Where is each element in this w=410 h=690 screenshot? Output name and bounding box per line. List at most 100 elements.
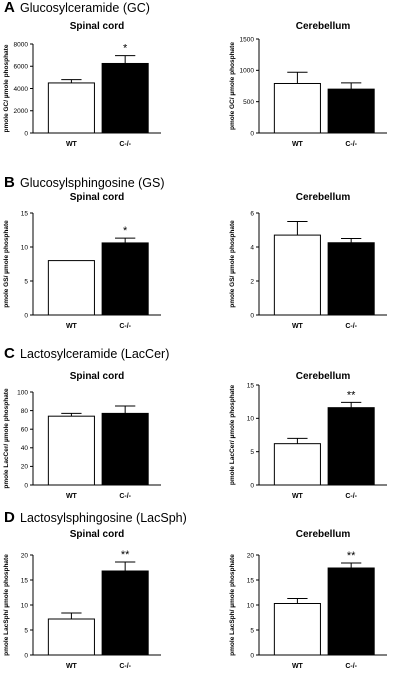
bar-c xyxy=(327,567,375,656)
y-tick-label: 8000 xyxy=(14,41,29,48)
panel-title: Glucosylceramide (GC) xyxy=(20,1,150,15)
chart-title: Spinal cord xyxy=(70,192,124,203)
bar-wt xyxy=(273,603,321,656)
x-tick-label: WT xyxy=(292,141,304,148)
panel-letter: A xyxy=(4,0,15,16)
y-tick-label: 1500 xyxy=(240,36,255,43)
y-axis-label: pmole GC/ µmole phosphate xyxy=(3,44,10,132)
chart-2: Cerebellum 0 500 1000 1500 pmole GC/ µmole ph… xyxy=(229,21,387,148)
chart-1: Spinal cord 0 2000 4000 6000 8000 pmole GC/ µm… xyxy=(3,21,161,148)
y-tick-label: 20 xyxy=(247,552,255,559)
panel-letter: D xyxy=(4,509,15,526)
y-axis-label: pmole LacSph/ µmole phosphate xyxy=(229,554,236,656)
chart-title: Cerebellum xyxy=(296,21,351,32)
y-axis-label: pmole GC/ µmole phosphate xyxy=(229,42,236,130)
y-tick-label: 15 xyxy=(247,577,255,584)
y-tick-label: 5 xyxy=(24,278,28,285)
x-tick-label: WT xyxy=(292,493,304,500)
y-tick-label: 100 xyxy=(17,389,28,396)
x-tick-label: WT xyxy=(66,663,78,670)
y-axis-label: pmole LacSph/ µmole phosphate xyxy=(3,554,10,656)
y-axis-label: pmole GS/ µmole phosphate xyxy=(229,220,236,308)
x-tick-label: C-/- xyxy=(345,323,357,330)
y-tick-label: 0 xyxy=(24,482,28,489)
y-tick-label: 5 xyxy=(250,449,254,456)
y-tick-label: 10 xyxy=(247,416,255,423)
y-tick-label: 10 xyxy=(21,244,29,251)
chart-8: Cerebellum 0 5 10 15 20 pmole LacSph/ µmole ph… xyxy=(229,529,387,670)
significance-marker: * xyxy=(123,225,128,237)
y-tick-label: 0 xyxy=(250,652,254,659)
y-tick-label: 80 xyxy=(21,408,29,415)
significance-marker: * xyxy=(123,43,128,55)
significance-marker: ** xyxy=(347,389,356,401)
y-axis-label: pmole LacCer/ µmole phosphate xyxy=(229,385,236,486)
x-tick-label: C-/- xyxy=(345,663,357,670)
y-tick-label: 0 xyxy=(250,130,254,137)
x-tick-label: WT xyxy=(66,141,78,148)
chart-title: Spinal cord xyxy=(70,529,124,540)
x-tick-label: C-/- xyxy=(119,663,131,670)
bar-wt xyxy=(273,82,321,134)
y-tick-label: 10 xyxy=(21,602,29,609)
panel-header-b: B Glucosylsphingosine (GS) xyxy=(4,174,165,191)
y-tick-label: 20 xyxy=(21,464,29,471)
x-tick-label: C-/- xyxy=(345,141,357,148)
chart-6: Cerebellum 0 5 10 15 pmole LacCer/ µmole phos… xyxy=(229,371,387,500)
y-tick-label: 15 xyxy=(21,210,29,217)
y-tick-label: 5 xyxy=(24,627,28,634)
y-tick-label: 40 xyxy=(21,445,29,452)
y-tick-label: 2000 xyxy=(14,108,29,115)
bar-wt xyxy=(47,618,95,656)
bar-wt xyxy=(47,82,95,134)
bar-c xyxy=(101,412,149,486)
bar-c xyxy=(101,570,149,656)
y-axis-label: pmole GS/ µmole phosphate xyxy=(3,220,10,308)
y-tick-label: 0 xyxy=(24,130,28,137)
bar-c xyxy=(327,88,375,134)
y-tick-label: 20 xyxy=(21,552,29,559)
bar-wt xyxy=(273,443,321,486)
bar-wt xyxy=(47,415,95,486)
bar-c xyxy=(101,62,149,134)
y-tick-label: 500 xyxy=(243,99,254,106)
panel-title: Glucosylsphingosine (GS) xyxy=(20,176,165,190)
y-tick-label: 4000 xyxy=(14,86,29,93)
bar-wt xyxy=(273,234,321,316)
y-tick-label: 15 xyxy=(21,577,29,584)
x-tick-label: WT xyxy=(292,323,304,330)
chart-title: Cerebellum xyxy=(296,192,351,203)
y-tick-label: 15 xyxy=(247,382,255,389)
significance-marker: ** xyxy=(121,549,130,561)
x-tick-label: C-/- xyxy=(119,323,131,330)
significance-marker: ** xyxy=(347,550,356,562)
y-tick-label: 10 xyxy=(247,602,255,609)
panel-header-a: A Glucosylceramide (GC) xyxy=(4,0,150,16)
chart-3: Spinal cord 0 5 10 15 pmole GS/ µmole phospha… xyxy=(3,192,161,330)
panel-letter: C xyxy=(4,345,15,362)
chart-title: Cerebellum xyxy=(296,371,351,382)
bar-wt xyxy=(47,260,95,316)
panel-header-d: D Lactosylsphingosine (LacSph) xyxy=(4,509,187,526)
chart-5: Spinal cord 0 20 40 60 80 100 pmole LacCer/ µmo… xyxy=(3,371,161,500)
panel-title: Lactosylceramide (LacCer) xyxy=(20,347,169,361)
y-tick-label: 2 xyxy=(250,278,254,285)
y-tick-label: 6000 xyxy=(14,64,29,71)
y-tick-label: 0 xyxy=(24,312,28,319)
x-tick-label: C-/- xyxy=(345,493,357,500)
chart-4: Cerebellum 0 2 4 6 pmole GS/ µmole phosphate W… xyxy=(229,192,387,330)
x-tick-label: C-/- xyxy=(119,141,131,148)
y-tick-label: 60 xyxy=(21,427,29,434)
bar-c xyxy=(327,242,375,316)
x-tick-label: WT xyxy=(292,663,304,670)
y-tick-label: 5 xyxy=(250,627,254,634)
y-axis-label: pmole LacCer/ µmole phosphate xyxy=(3,388,10,489)
bar-c xyxy=(101,242,149,316)
chart-title: Spinal cord xyxy=(70,21,124,32)
y-tick-label: 6 xyxy=(250,210,254,217)
panel-title: Lactosylsphingosine (LacSph) xyxy=(20,511,187,525)
panel-letter: B xyxy=(4,174,15,191)
y-tick-label: 0 xyxy=(250,482,254,489)
x-tick-label: WT xyxy=(66,323,78,330)
